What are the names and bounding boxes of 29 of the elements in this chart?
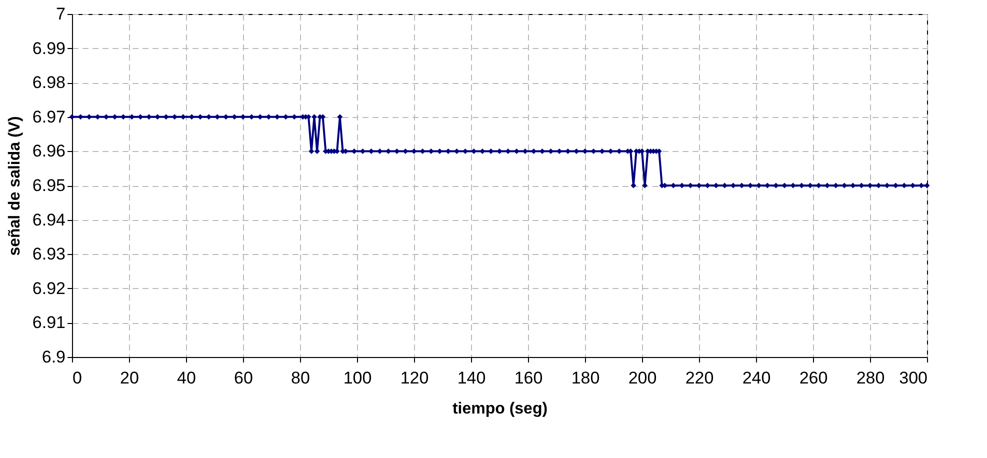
y-tick-label: 7 bbox=[56, 4, 66, 24]
y-tick-label: 6.91 bbox=[32, 313, 66, 332]
x-tick-label: 160 bbox=[514, 368, 543, 388]
x-tick-label: 200 bbox=[628, 368, 657, 388]
y-axis-title: señal de salida (V) bbox=[6, 116, 24, 256]
x-tick-label: 40 bbox=[177, 368, 196, 388]
x-tick-label: 300 bbox=[899, 368, 928, 388]
x-tick-label: 0 bbox=[72, 368, 82, 388]
y-tick-label: 6.93 bbox=[32, 244, 66, 264]
y-tick-label: 6.9 bbox=[42, 348, 66, 366]
x-tick-label: 20 bbox=[120, 368, 139, 388]
x-tick-label: 80 bbox=[291, 368, 310, 388]
x-tick-label: 120 bbox=[400, 368, 429, 388]
x-axis-title: tiempo (seg) bbox=[452, 400, 548, 418]
y-tick-label: 6.94 bbox=[32, 210, 66, 230]
y-tick-label: 6.98 bbox=[32, 73, 66, 92]
y-tick-label: 6.92 bbox=[32, 278, 66, 298]
y-tick-label: 6.95 bbox=[32, 176, 66, 195]
x-tick-label: 240 bbox=[742, 368, 771, 388]
y-tick-label: 6.99 bbox=[32, 38, 66, 58]
x-tick-label: 100 bbox=[343, 368, 372, 388]
x-tick-label: 220 bbox=[685, 368, 714, 388]
x-tick-label: 280 bbox=[856, 368, 885, 388]
y-tick-label: 6.97 bbox=[32, 107, 66, 126]
x-tick-label: 180 bbox=[571, 368, 600, 388]
x-tick-label: 60 bbox=[234, 368, 253, 388]
y-tick-label: 6.96 bbox=[32, 142, 66, 161]
x-tick-label: 260 bbox=[799, 368, 828, 388]
x-tick-label: 140 bbox=[457, 368, 486, 388]
